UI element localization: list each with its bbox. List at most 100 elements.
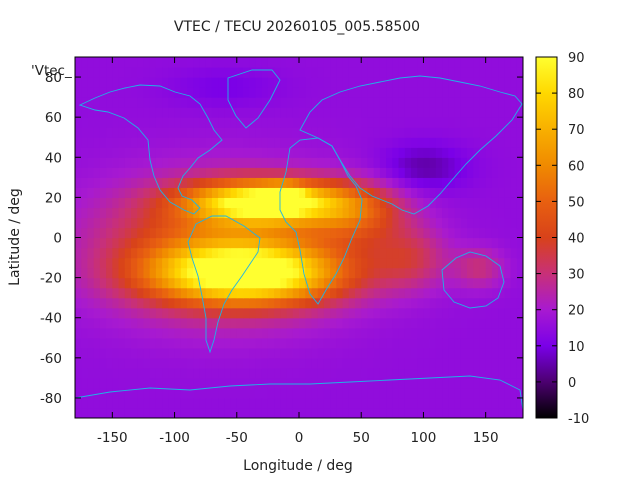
heatmap-cell <box>479 187 487 198</box>
heatmap-cell <box>473 57 481 68</box>
heatmap-cell <box>379 357 387 369</box>
heatmap-cell <box>454 277 462 289</box>
heatmap-cell <box>249 337 257 349</box>
heatmap-cell <box>174 137 182 148</box>
heatmap-cell <box>243 107 250 118</box>
heatmap-cell <box>305 407 313 418</box>
heatmap-cell <box>379 97 387 108</box>
heatmap-cell <box>187 297 194 309</box>
heatmap-cell <box>137 87 145 98</box>
heatmap-cell <box>118 237 126 249</box>
heatmap-cell <box>236 77 244 88</box>
heatmap-cell <box>280 117 288 128</box>
heatmap-cell <box>442 137 449 148</box>
heatmap-cell <box>267 157 275 168</box>
heatmap-cell <box>379 157 387 168</box>
heatmap-cell <box>224 167 232 178</box>
heatmap-cell <box>516 177 523 188</box>
heatmap-cell <box>348 367 356 379</box>
heatmap-cell <box>236 407 244 418</box>
heatmap-cell <box>292 397 300 409</box>
heatmap-cell <box>491 327 499 339</box>
heatmap-cell <box>342 387 350 399</box>
heatmap-cell <box>491 87 499 98</box>
heatmap-cell <box>423 207 431 219</box>
heatmap-cell <box>498 57 505 68</box>
heatmap-cell <box>330 227 337 239</box>
heatmap-cell <box>355 107 362 118</box>
heatmap-cell <box>174 397 182 409</box>
heatmap-cell <box>435 127 443 138</box>
heatmap-cell <box>423 367 431 379</box>
heatmap-cell <box>398 167 406 178</box>
heatmap-cell <box>379 327 387 339</box>
heatmap-cell <box>361 247 369 259</box>
heatmap-cell <box>485 207 493 219</box>
heatmap-cell <box>261 357 269 369</box>
heatmap-cell <box>255 277 263 289</box>
heatmap-cell <box>485 117 493 128</box>
heatmap-cell <box>442 307 449 319</box>
heatmap-cell <box>155 107 163 118</box>
heatmap-cell <box>75 57 82 68</box>
heatmap-cell <box>435 407 443 418</box>
heatmap-cell <box>274 357 281 369</box>
heatmap-cell <box>473 87 481 98</box>
heatmap-cell <box>93 157 101 168</box>
heatmap-cell <box>243 287 250 299</box>
heatmap-cell <box>106 267 113 279</box>
x-axis: -150 -100 -50 0 50 100 150 <box>97 57 499 446</box>
heatmap-cell <box>193 217 201 229</box>
heatmap-cell <box>448 107 456 118</box>
heatmap-cell <box>218 167 225 178</box>
heatmap-cell <box>355 377 362 389</box>
heatmap-cell <box>467 67 474 78</box>
heatmap-cell <box>467 167 474 178</box>
heatmap-cell <box>93 397 101 409</box>
heatmap-cell <box>112 277 120 289</box>
heatmap-cell <box>323 307 331 319</box>
heatmap-cell <box>224 277 232 289</box>
heatmap-cell <box>236 137 244 148</box>
heatmap-cell <box>168 217 176 229</box>
y-tick-label: -80 <box>40 391 62 407</box>
heatmap-cell <box>311 267 319 279</box>
heatmap-cell <box>286 377 294 389</box>
heatmap-cell <box>218 347 225 359</box>
heatmap-cell <box>386 117 393 128</box>
heatmap-cell <box>299 97 306 108</box>
heatmap-cell <box>267 127 275 138</box>
heatmap-cell <box>205 147 213 158</box>
heatmap-cell <box>473 137 481 148</box>
heatmap-cell <box>243 317 250 329</box>
heatmap-cell <box>379 277 387 289</box>
heatmap-cell <box>106 177 113 188</box>
heatmap-cell <box>261 377 269 389</box>
heatmap-cell <box>143 87 151 98</box>
heatmap-cell <box>199 347 207 359</box>
heatmap-cell <box>236 167 244 178</box>
heatmap-cell <box>299 267 306 279</box>
heatmap-cell <box>292 217 300 229</box>
heatmap-cell <box>180 137 188 148</box>
heatmap-cell <box>286 237 294 249</box>
heatmap-cell <box>467 197 474 209</box>
heatmap-cell <box>348 207 356 219</box>
heatmap-cell <box>274 77 281 88</box>
heatmap-cell <box>479 397 487 409</box>
heatmap-cell <box>429 307 437 319</box>
heatmap-cell <box>199 87 207 98</box>
y-tick-label: -20 <box>40 271 62 287</box>
heatmap-cell <box>398 157 406 168</box>
heatmap-cell <box>162 407 169 418</box>
heatmap-cell <box>336 57 344 68</box>
heatmap-cell <box>367 247 375 259</box>
heatmap-cell <box>448 227 456 239</box>
coastline-overlay <box>75 69 523 411</box>
heatmap-cell <box>317 167 325 178</box>
heatmap-cell <box>404 237 412 249</box>
heatmap-cell <box>274 347 281 359</box>
heatmap-cell <box>429 157 437 168</box>
heatmap-cell <box>267 287 275 299</box>
heatmap-cell <box>199 127 207 138</box>
